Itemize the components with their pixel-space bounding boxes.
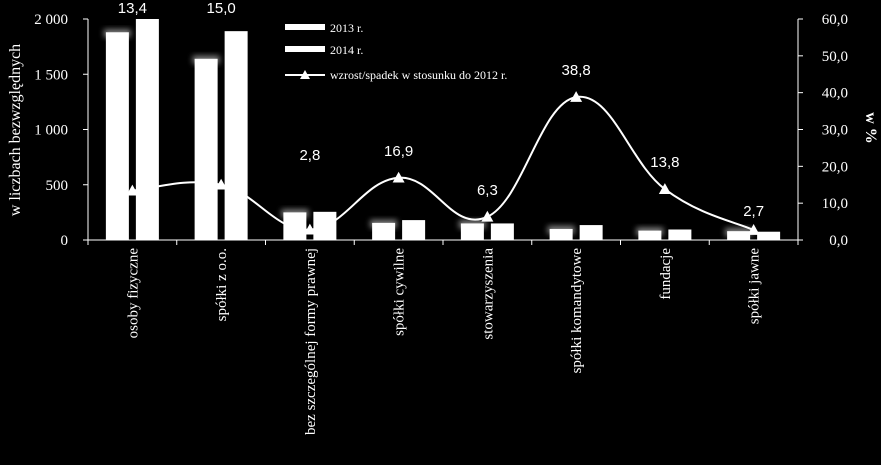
legend: 2013 r. 2014 r. wzrost/spadek w stosunku… (285, 21, 507, 82)
category-label: stowarzyszenia (480, 248, 496, 340)
legend-label-2014: 2014 r. (330, 43, 363, 57)
category-label: spółki jawne (747, 248, 763, 325)
y-tick-label: 1 000 (34, 123, 68, 139)
change-data-label: 13,4 (118, 0, 147, 17)
bar-2014 (135, 19, 159, 240)
legend-swatch-2014 (285, 46, 325, 52)
bar-2014 (757, 231, 781, 240)
bar-2013 (105, 32, 129, 241)
bar-2013 (372, 222, 396, 240)
change-data-label: 6,3 (477, 182, 498, 199)
legend-swatch-2013 (285, 24, 325, 30)
change-data-label: 2,7 (743, 203, 764, 220)
change-marker (570, 91, 583, 102)
bar-2014 (668, 229, 692, 240)
category-label: fundacje (658, 248, 674, 300)
change-data-label: 2,8 (299, 147, 320, 164)
bar-2014 (402, 220, 426, 240)
y-tick-label: 0 (61, 233, 69, 249)
change-data-label: 38,8 (562, 62, 591, 79)
category-label: spółki z o.o. (214, 248, 230, 321)
change-marker (215, 178, 228, 190)
bar-2013 (283, 212, 307, 240)
y-axis-title: w liczbach bezwzględnych (7, 44, 24, 216)
y2-tick-label: 30,0 (822, 123, 848, 139)
legend-marker-triangle (300, 70, 310, 79)
change-marker (481, 210, 494, 222)
legend-label-2013: 2013 r. (330, 21, 363, 35)
y-tick-label: 1 500 (34, 67, 68, 83)
change-marker (747, 224, 760, 235)
bar-2014 (490, 223, 514, 240)
bar-2013 (638, 230, 662, 240)
y2-tick-label: 40,0 (822, 86, 848, 102)
change-marker (392, 171, 405, 183)
change-data-label: 16,9 (384, 143, 413, 160)
y2-tick-label: 0,0 (829, 233, 848, 249)
bar-2013 (194, 58, 218, 240)
change-data-label: 13,8 (650, 154, 679, 171)
y2-tick-label: 50,0 (822, 49, 848, 65)
change-marker (303, 223, 316, 235)
y2-axis-title: w % (862, 112, 879, 144)
legend-label-change: wzrost/spadek w stosunku do 2012 r. (330, 68, 507, 82)
y2-tick-label: 60,0 (822, 12, 848, 28)
category-label: spółki komandytowe (569, 248, 585, 374)
change-marker (658, 183, 671, 194)
bar-2013 (549, 228, 573, 240)
change-line (132, 96, 755, 231)
y-tick-label: 2 000 (34, 12, 68, 28)
bar-2014 (224, 31, 248, 241)
change-marker (126, 184, 139, 196)
y2-tick-label: 10,0 (822, 196, 848, 212)
bar-2014 (579, 225, 603, 240)
category-label: osoby fizyczne (125, 248, 141, 339)
bar-2013 (727, 231, 751, 240)
bar-2013 (460, 223, 484, 240)
category-label: spółki cywilne (392, 248, 408, 336)
y2-tick-label: 20,0 (822, 159, 848, 175)
y-tick-label: 500 (46, 178, 69, 194)
category-label: bez szczególnej formy prawnej (303, 248, 319, 435)
change-data-label: 15,0 (207, 0, 236, 17)
